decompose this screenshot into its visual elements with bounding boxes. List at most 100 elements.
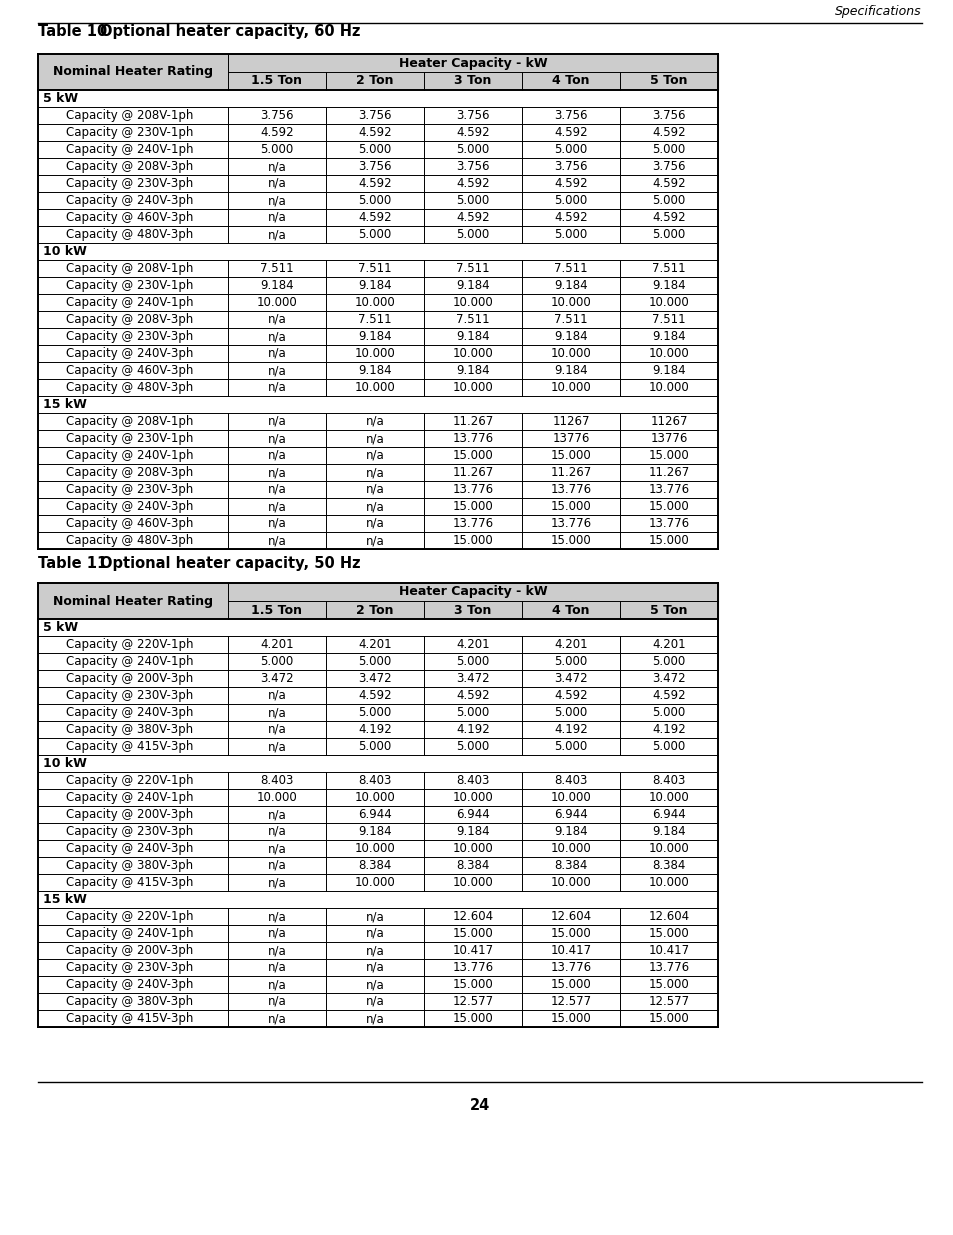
Text: 9.184: 9.184 (652, 364, 685, 377)
Text: 8.384: 8.384 (652, 860, 685, 872)
Text: 8.384: 8.384 (554, 860, 587, 872)
Text: 15.000: 15.000 (648, 534, 689, 547)
Text: n/a: n/a (268, 177, 286, 190)
Text: 15.000: 15.000 (648, 978, 689, 990)
Text: 4 Ton: 4 Ton (552, 604, 589, 616)
Text: 7.511: 7.511 (357, 262, 392, 275)
Text: n/a: n/a (268, 364, 286, 377)
Text: 3.756: 3.756 (652, 109, 685, 122)
Text: Nominal Heater Rating: Nominal Heater Rating (53, 65, 213, 79)
Text: Capacity @ 240V-3ph: Capacity @ 240V-3ph (66, 978, 193, 990)
Text: 10.000: 10.000 (550, 296, 591, 309)
Text: 15.000: 15.000 (648, 1011, 689, 1025)
Text: n/a: n/a (365, 961, 384, 974)
Text: 10.000: 10.000 (452, 842, 493, 855)
Text: 3 Ton: 3 Ton (454, 604, 491, 616)
Text: n/a: n/a (268, 825, 286, 839)
Text: 4 Ton: 4 Ton (552, 74, 589, 88)
Text: 11.267: 11.267 (452, 415, 493, 429)
Text: Capacity @ 240V-3ph: Capacity @ 240V-3ph (66, 347, 193, 359)
Text: 2 Ton: 2 Ton (355, 74, 394, 88)
Text: 5.000: 5.000 (358, 740, 392, 753)
Text: 13.776: 13.776 (648, 517, 689, 530)
Text: 15.000: 15.000 (452, 450, 493, 462)
Text: 13.776: 13.776 (550, 961, 591, 974)
Text: 3.756: 3.756 (260, 109, 294, 122)
Text: 5.000: 5.000 (358, 194, 392, 207)
Text: 13.776: 13.776 (648, 483, 689, 496)
Text: Capacity @ 240V-1ph: Capacity @ 240V-1ph (66, 143, 193, 156)
Text: 4.592: 4.592 (652, 211, 685, 224)
Text: Capacity @ 415V-3ph: Capacity @ 415V-3ph (66, 740, 193, 753)
Text: 3.756: 3.756 (456, 109, 489, 122)
Text: 5.000: 5.000 (554, 655, 587, 668)
Text: n/a: n/a (268, 211, 286, 224)
Text: 8.384: 8.384 (456, 860, 489, 872)
Text: 7.511: 7.511 (554, 262, 587, 275)
Text: n/a: n/a (268, 961, 286, 974)
Text: 10.000: 10.000 (452, 382, 493, 394)
Text: 5.000: 5.000 (358, 228, 392, 241)
Text: Capacity @ 240V-1ph: Capacity @ 240V-1ph (66, 927, 193, 940)
Text: n/a: n/a (268, 927, 286, 940)
Text: Capacity @ 240V-1ph: Capacity @ 240V-1ph (66, 450, 193, 462)
Text: 12.604: 12.604 (452, 910, 493, 923)
Text: n/a: n/a (268, 347, 286, 359)
Text: 15.000: 15.000 (452, 1011, 493, 1025)
Text: 15.000: 15.000 (452, 534, 493, 547)
Text: n/a: n/a (268, 860, 286, 872)
Text: Capacity @ 380V-3ph: Capacity @ 380V-3ph (66, 860, 193, 872)
Text: 4.592: 4.592 (652, 177, 685, 190)
Text: 15.000: 15.000 (648, 500, 689, 513)
Text: 8.384: 8.384 (358, 860, 392, 872)
Text: 7.511: 7.511 (260, 262, 294, 275)
Text: 10.000: 10.000 (648, 382, 689, 394)
Text: 7.511: 7.511 (652, 312, 685, 326)
Text: Capacity @ 220V-1ph: Capacity @ 220V-1ph (66, 638, 193, 651)
Text: 10.417: 10.417 (452, 944, 493, 957)
Text: Capacity @ 230V-3ph: Capacity @ 230V-3ph (66, 177, 193, 190)
Text: 4.201: 4.201 (554, 638, 587, 651)
Text: 4.592: 4.592 (652, 689, 685, 701)
Text: 5.000: 5.000 (456, 228, 489, 241)
Text: 15.000: 15.000 (550, 500, 591, 513)
Text: n/a: n/a (365, 466, 384, 479)
Text: 12.577: 12.577 (452, 995, 493, 1008)
Text: n/a: n/a (268, 432, 286, 445)
Text: n/a: n/a (268, 689, 286, 701)
Text: n/a: n/a (268, 995, 286, 1008)
Text: 9.184: 9.184 (652, 330, 685, 343)
Text: 4.592: 4.592 (554, 211, 587, 224)
Text: n/a: n/a (268, 466, 286, 479)
Text: 11267: 11267 (552, 415, 589, 429)
Text: 9.184: 9.184 (554, 825, 587, 839)
Text: n/a: n/a (268, 194, 286, 207)
Text: 5.000: 5.000 (456, 655, 489, 668)
Text: Capacity @ 240V-3ph: Capacity @ 240V-3ph (66, 706, 193, 719)
Text: 5.000: 5.000 (358, 143, 392, 156)
Text: 5.000: 5.000 (358, 706, 392, 719)
Text: n/a: n/a (365, 944, 384, 957)
Text: 13.776: 13.776 (452, 483, 493, 496)
Text: 4.192: 4.192 (456, 722, 489, 736)
Text: Capacity @ 415V-3ph: Capacity @ 415V-3ph (66, 876, 193, 889)
Text: 5.000: 5.000 (554, 194, 587, 207)
Text: 4.592: 4.592 (456, 689, 489, 701)
Text: Capacity @ 230V-1ph: Capacity @ 230V-1ph (66, 126, 193, 140)
Text: 5.000: 5.000 (456, 194, 489, 207)
Text: 9.184: 9.184 (554, 364, 587, 377)
Text: 4.592: 4.592 (652, 126, 685, 140)
Text: 10.000: 10.000 (648, 876, 689, 889)
Text: 15.000: 15.000 (550, 978, 591, 990)
Text: Heater Capacity - kW: Heater Capacity - kW (398, 585, 547, 599)
Text: 8.403: 8.403 (652, 774, 685, 787)
Text: 4.592: 4.592 (456, 177, 489, 190)
Text: 10.000: 10.000 (452, 296, 493, 309)
Text: n/a: n/a (268, 517, 286, 530)
Text: n/a: n/a (365, 450, 384, 462)
Text: n/a: n/a (268, 876, 286, 889)
Text: Capacity @ 415V-3ph: Capacity @ 415V-3ph (66, 1011, 193, 1025)
Text: Capacity @ 208V-3ph: Capacity @ 208V-3ph (66, 312, 193, 326)
Text: Capacity @ 208V-3ph: Capacity @ 208V-3ph (66, 161, 193, 173)
Text: 3.472: 3.472 (260, 672, 294, 685)
